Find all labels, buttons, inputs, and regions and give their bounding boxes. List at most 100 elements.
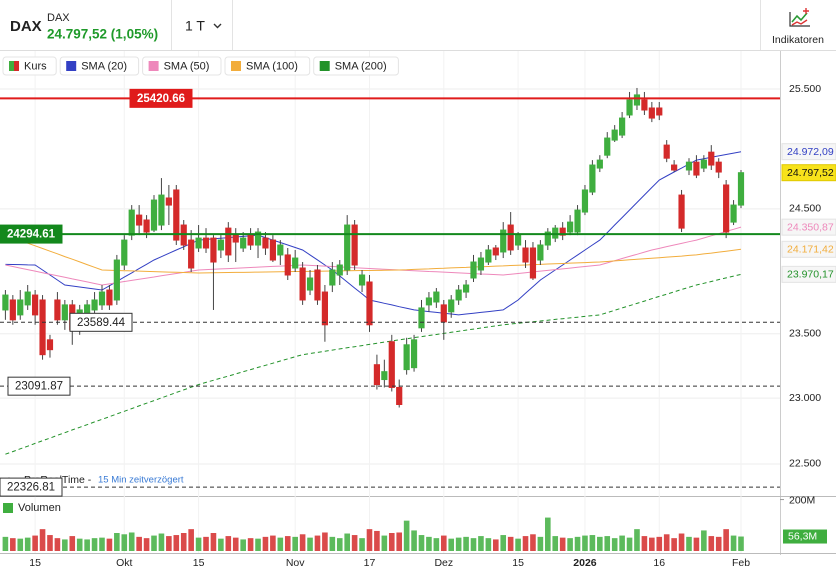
- candle-body: [136, 214, 143, 226]
- volume-bar: [515, 538, 521, 551]
- candle-body: [388, 341, 395, 388]
- volume-bar: [62, 539, 68, 551]
- legend-label: SMA (200): [335, 60, 387, 72]
- x-tick-label: Nov: [286, 557, 305, 569]
- volume-bar: [344, 533, 350, 551]
- candle-body: [173, 189, 180, 241]
- volume-bar: [143, 538, 150, 551]
- level-label-box: [0, 224, 63, 244]
- volume-bar: [656, 536, 663, 551]
- volume-bar: [626, 537, 633, 551]
- y-tick-label: 23.000: [789, 392, 821, 404]
- candle-body: [299, 267, 306, 301]
- icon: [791, 12, 808, 23]
- volume-bar: [589, 535, 596, 551]
- volume-bar: [10, 538, 16, 551]
- candle-body: [529, 247, 537, 279]
- volume-bar: [649, 537, 655, 551]
- volume-bar: [158, 533, 165, 551]
- overlay: ProRealTime - 15 Min zeitverzögert Volum…: [0, 56, 836, 569]
- candle-body: [321, 291, 329, 326]
- candle-body: [641, 99, 648, 111]
- x-tick-label: 2026: [573, 557, 597, 569]
- legend-swatch: [9, 61, 14, 71]
- indicators-button[interactable]: Indikatoren: [772, 8, 824, 46]
- volume-legend-swatch: [3, 503, 13, 513]
- volume-bar: [240, 539, 246, 551]
- interval-dropdown[interactable]: 1 T: [185, 18, 222, 34]
- legend-box: [59, 56, 140, 76]
- volume-bar: [440, 535, 447, 551]
- volume-bar: [359, 538, 365, 551]
- volume-legend: Volumen: [18, 502, 61, 514]
- volume-bar: [396, 532, 403, 551]
- volume-bar: [299, 534, 306, 551]
- volume-bar: [54, 538, 61, 551]
- volume-bar: [277, 537, 284, 551]
- candle-body: [9, 299, 16, 321]
- volume-bar: [470, 538, 477, 551]
- y-tick-label: 200M: [789, 494, 815, 506]
- volume-bar: [478, 536, 484, 551]
- legend-label: SMA (50): [164, 60, 210, 72]
- volume-bar: [738, 536, 744, 551]
- candle-body: [567, 221, 574, 233]
- sma-line: [5, 273, 742, 455]
- legend-swatch: [231, 61, 241, 71]
- volume-bar: [537, 536, 544, 551]
- sma-line: [5, 151, 742, 316]
- instrument-name: DAX: [47, 12, 70, 24]
- candle-body: [470, 261, 477, 279]
- candle-body: [2, 294, 9, 311]
- candle-body: [671, 164, 678, 171]
- candle-body: [210, 237, 217, 263]
- candle-body: [128, 209, 135, 236]
- candle-body: [98, 291, 106, 306]
- volume-bar: [567, 538, 573, 551]
- volume-bar: [32, 535, 38, 551]
- volume-bar: [582, 535, 588, 551]
- y-tick-label: 25.500: [789, 83, 821, 95]
- candle-body: [254, 231, 262, 246]
- level-label-box: [69, 312, 133, 332]
- volume-bar: [522, 536, 529, 551]
- legend-swatch: [14, 61, 19, 71]
- candle-body: [485, 249, 492, 263]
- candle-body: [633, 94, 641, 106]
- volume-bar: [322, 532, 328, 551]
- volume-bar: [701, 530, 707, 551]
- x-tick-label: Feb: [732, 557, 750, 569]
- volume-bar: [604, 536, 611, 551]
- candle-body: [737, 172, 745, 206]
- candle-body: [225, 227, 232, 256]
- volume-bar: [329, 536, 336, 551]
- candle-body: [232, 234, 239, 243]
- candle-body: [663, 144, 670, 159]
- candle-body: [500, 229, 507, 253]
- candle-body: [574, 209, 581, 233]
- candle-body: [507, 224, 514, 251]
- chevron: [213, 23, 222, 29]
- volume-bar: [24, 537, 31, 551]
- volume-bar: [203, 536, 209, 551]
- legend-box: [224, 56, 311, 76]
- candle-body: [158, 194, 165, 226]
- x-tick-label: Okt: [116, 557, 132, 569]
- volume-bar: [232, 537, 239, 551]
- level-label-box: [129, 88, 193, 108]
- volume-bar: [210, 533, 217, 551]
- volume-bar: [114, 533, 120, 551]
- candle-body: [39, 299, 46, 356]
- candle-body: [440, 304, 447, 323]
- legend-swatch: [148, 61, 159, 71]
- volume-bar: [188, 529, 194, 551]
- volume-bar: [106, 538, 113, 551]
- candle-body: [648, 107, 655, 119]
- candle-body: [277, 244, 284, 256]
- price-change: 24.797,52 (1,05%): [47, 27, 158, 42]
- candle-body: [240, 237, 247, 249]
- candle-body: [596, 159, 603, 169]
- x-tick-label: 15: [193, 557, 205, 569]
